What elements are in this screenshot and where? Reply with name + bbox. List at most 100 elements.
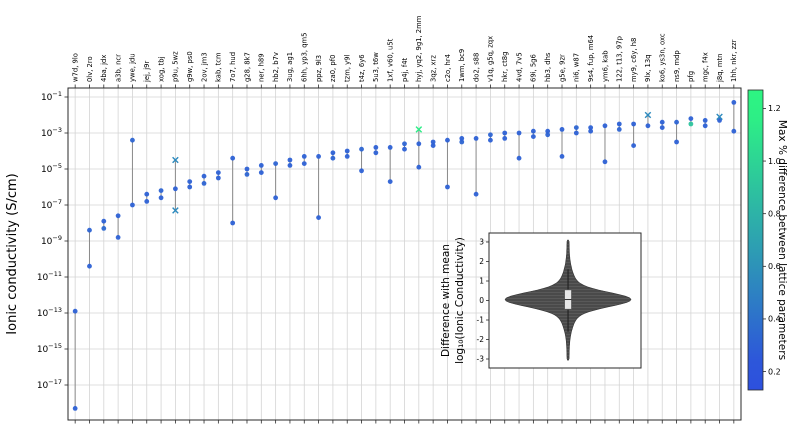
data-point (87, 263, 92, 269)
colorbar-tick-label: 0.6 (768, 262, 781, 271)
data-point (688, 116, 694, 121)
colorbar: 0.2 0.4 0.6 0.8 1.0 1.2 Max % difference betwe… (747, 89, 788, 391)
data-point (631, 143, 637, 149)
data-point (573, 130, 579, 136)
data-point (244, 166, 250, 172)
x-category-label: g28, 8k7 (243, 52, 251, 82)
data-point (115, 213, 121, 219)
data-point (373, 145, 379, 150)
data-point (130, 137, 135, 143)
colorbar-tick-label: 1.2 (768, 104, 781, 113)
x-category-label: mgc, f4x (702, 52, 710, 82)
data-point (502, 130, 508, 136)
data-point-x (172, 156, 179, 164)
x-category-label: hb2, b7v (272, 52, 280, 82)
x-category-label: my9, c6y, h8 (630, 38, 638, 82)
data-point (430, 139, 436, 145)
inset-tick-label: -3 (477, 355, 485, 364)
data-point (659, 125, 665, 130)
data-point (387, 145, 393, 150)
data-point (545, 128, 551, 134)
data-point (344, 154, 350, 159)
data-point (473, 136, 479, 141)
x-category-label: p9u, 5wz (172, 51, 180, 82)
data-point (602, 123, 608, 129)
x-category-label: p4j, f4t (401, 57, 409, 82)
data-point (731, 128, 737, 134)
data-point (445, 137, 450, 143)
data-point (573, 125, 579, 130)
range-lines (74, 102, 735, 409)
data-point (588, 125, 594, 130)
x-category-label: ym6, kab (601, 50, 609, 82)
colorbar-tick-label: 0.4 (768, 315, 781, 324)
data-point (402, 141, 407, 147)
data-points (72, 100, 737, 411)
data-point (359, 168, 364, 174)
y-tick-label: 10−17 (37, 378, 62, 391)
inset-tick-label: 2 (479, 257, 484, 266)
data-point (674, 119, 679, 125)
x-category-label: ko6, ys3n, oxc (659, 33, 667, 82)
x-category-label: hkr, ct8g (501, 52, 509, 82)
data-point (430, 143, 436, 149)
data-point (258, 163, 264, 168)
data-point (702, 118, 708, 123)
colorbar-tick-label: 0.2 (768, 367, 781, 376)
colorbar-gradient (747, 89, 764, 391)
data-point (387, 179, 393, 185)
inset-tick-label: 1 (479, 277, 484, 286)
y-tick-label: 10−13 (37, 306, 62, 319)
data-point (459, 139, 465, 145)
data-point (201, 173, 207, 179)
x-category-label: 9lx, 13q (644, 54, 652, 82)
data-point (230, 155, 236, 161)
x-category-label: hyj, yq2, 9g1, 2mm (415, 15, 423, 82)
data-point (516, 155, 522, 161)
x-category-label: 3ug, ag1 (286, 52, 294, 82)
x-category-label: 0lv, 2ro (86, 56, 94, 82)
data-point (631, 121, 637, 127)
data-point (616, 121, 622, 127)
data-point (488, 137, 493, 143)
x-category-label: t4z, 6y6 (358, 54, 366, 82)
data-point (602, 159, 608, 165)
data-point (502, 136, 508, 141)
data-point-x (716, 113, 723, 121)
x-category-label: ni6, w87 (573, 53, 581, 82)
data-point-x (644, 111, 652, 119)
x-category-label: za0, pf0 (329, 55, 337, 82)
y-axis-ticks: 10−1 10−3 10−5 10−7 10−9 10−11 10−13 10−15 10−17 (37, 90, 68, 391)
x-category-label: g5e, 9zr (558, 54, 566, 82)
x-category-label: tzm, y9l (344, 54, 352, 82)
data-point (215, 170, 221, 176)
x-category-label: 5u3, t6w (372, 52, 380, 82)
data-point (158, 195, 164, 201)
data-point (144, 191, 150, 197)
data-point (645, 123, 651, 129)
data-point (588, 128, 594, 134)
y-tick-label: 10−11 (37, 270, 62, 283)
x-category-label: w7d, 9lo (71, 53, 79, 82)
data-point (273, 161, 279, 167)
data-point (287, 157, 293, 163)
data-point (287, 163, 293, 168)
data-point (702, 123, 708, 129)
data-point (72, 308, 78, 314)
x-category-label: kab, tcm (215, 52, 223, 82)
inset-tick-label: 0 (479, 296, 484, 305)
data-point (258, 170, 264, 176)
data-point (330, 155, 336, 161)
data-point (301, 161, 307, 167)
data-point (301, 154, 307, 159)
data-point (101, 226, 107, 231)
x-category-label: pfg (687, 71, 695, 82)
data-point (559, 154, 565, 159)
data-point (130, 202, 135, 208)
data-point (87, 227, 92, 233)
data-point (674, 139, 679, 145)
data-point (72, 406, 78, 411)
x-category-label: j8q, mtn (716, 54, 724, 83)
data-point (731, 100, 737, 105)
